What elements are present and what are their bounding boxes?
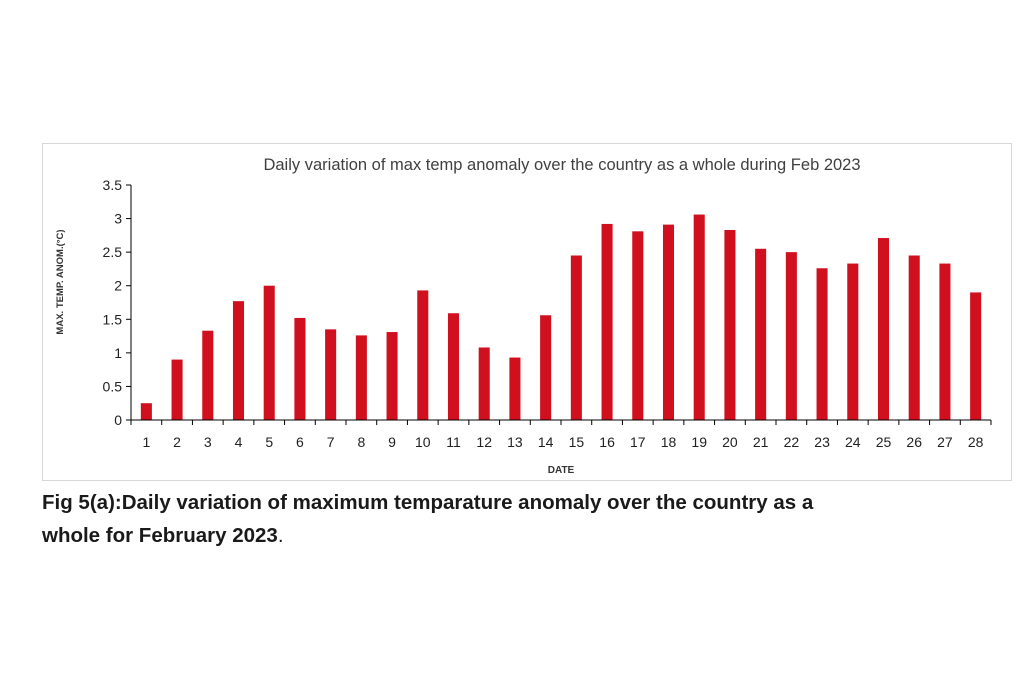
- x-tick-label: 7: [327, 434, 335, 450]
- x-tick-label: 13: [507, 434, 523, 450]
- x-tick-label: 8: [357, 434, 365, 450]
- y-axis-label: MAX. TEMP. ANOM.(°C): [55, 229, 66, 334]
- chart-title: Daily variation of max temp anomaly over…: [263, 156, 860, 174]
- x-tick-label: 14: [538, 434, 554, 450]
- bar-day-1: [140, 403, 152, 420]
- x-tick-label: 23: [814, 434, 830, 450]
- x-tick-label: 3: [204, 434, 212, 450]
- y-tick-label: 0.5: [103, 378, 123, 394]
- x-tick-label: 2: [173, 434, 181, 450]
- bar-day-3: [202, 330, 214, 420]
- x-tick-label: 26: [906, 434, 922, 450]
- x-tick-label: 4: [235, 434, 243, 450]
- bar-day-11: [447, 313, 460, 420]
- x-axis: 1 2 3 4 5 6 7 8 9 10 11 12 13 14 15 16 17 18 19 20 21 22 23 24 2…: [130, 419, 992, 450]
- bar-day-19: [693, 214, 705, 420]
- x-tick-label: 9: [388, 434, 396, 450]
- x-tick-label: 25: [876, 434, 892, 450]
- x-tick-label: 19: [691, 434, 707, 450]
- bar-day-9: [386, 332, 398, 420]
- bar-day-4: [232, 301, 245, 420]
- bar-chart: Daily variation of max temp anomaly over…: [55, 156, 992, 476]
- caption-line-2: whole for February 2023: [42, 524, 278, 547]
- x-tick-label: 18: [661, 434, 677, 450]
- bar-day-2: [171, 359, 183, 420]
- x-axis-label: DATE: [548, 465, 575, 476]
- figure-caption: Fig 5(a):Daily variation of maximum temp…: [42, 486, 1008, 552]
- bar-day-12: [478, 347, 490, 420]
- y-tick-label: 2.5: [103, 244, 123, 260]
- bar-day-28: [970, 292, 982, 420]
- bar-day-25: [877, 238, 890, 420]
- x-tick-label: 10: [415, 434, 431, 450]
- x-tick-label: 1: [142, 434, 150, 450]
- x-tick-label: 21: [753, 434, 769, 450]
- bar-day-8: [355, 335, 367, 420]
- x-tick-label: 15: [569, 434, 585, 450]
- x-tick-label: 12: [476, 434, 492, 450]
- bar-day-27: [939, 263, 951, 420]
- x-tick-label: 6: [296, 434, 304, 450]
- bar-day-20: [724, 229, 736, 420]
- bar-day-22: [785, 252, 797, 420]
- bar-day-7: [325, 329, 337, 420]
- x-tick-label: 22: [784, 434, 800, 450]
- y-tick-label: 1.5: [103, 311, 123, 327]
- chart-frame: Daily variation of max temp anomaly over…: [42, 143, 1012, 481]
- x-tick-label: 11: [446, 434, 461, 450]
- y-tick-label: 3.5: [103, 177, 123, 193]
- bar-day-24: [847, 263, 859, 420]
- bar-day-13: [509, 357, 521, 420]
- x-tick-label: 5: [265, 434, 273, 450]
- bar-day-18: [662, 224, 675, 420]
- bar-day-5: [263, 285, 275, 420]
- y-axis: 0 0.5 1 1.5 2 2.5 3 3.5: [103, 177, 132, 428]
- x-tick-label: 17: [630, 434, 646, 450]
- y-tick-label: 3: [114, 211, 122, 227]
- bar-day-14: [540, 315, 552, 420]
- x-tick-label: 16: [599, 434, 615, 450]
- caption-line-1: Fig 5(a):Daily variation of maximum temp…: [42, 491, 814, 514]
- bar-day-26: [908, 255, 920, 420]
- x-tick-label: 24: [845, 434, 861, 450]
- x-tick-label: 20: [722, 434, 738, 450]
- bars: [140, 214, 982, 420]
- bar-day-16: [601, 223, 613, 420]
- x-tick-label: 27: [937, 434, 953, 450]
- bar-day-15: [570, 255, 582, 420]
- bar-day-6: [294, 317, 306, 420]
- caption-line-2-period: .: [277, 524, 284, 547]
- bar-day-21: [755, 248, 767, 420]
- bar-day-23: [816, 268, 828, 420]
- y-tick-label: 2: [114, 278, 122, 294]
- y-tick-label: 0: [114, 412, 122, 428]
- bar-day-10: [417, 290, 429, 420]
- y-tick-label: 1: [114, 345, 122, 361]
- x-tick-label: 28: [968, 434, 984, 450]
- bar-day-17: [632, 231, 644, 420]
